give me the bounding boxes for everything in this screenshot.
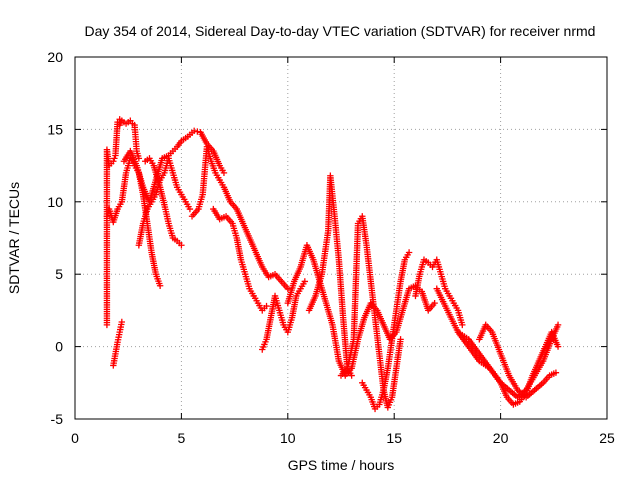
data-point [178,242,185,249]
data-point [554,321,562,329]
y-tick-label: -5 [51,411,64,427]
data-point [220,169,228,177]
x-tick-label: 10 [280,430,296,446]
data-point [118,318,126,326]
y-tick-label: 15 [47,121,63,137]
y-tick-label: 20 [47,49,63,65]
data-point [156,282,164,289]
x-tick-label: 5 [178,430,186,446]
y-tick-label: 5 [55,266,63,282]
data-point [554,343,562,350]
data-point [263,302,270,310]
plot-frame [74,56,608,420]
data-point [111,155,118,162]
data-point [194,128,201,135]
x-tick-label: 20 [493,430,509,446]
x-tick-label: 25 [599,430,615,446]
data-point [431,299,438,307]
x-tick-label: 0 [71,430,79,446]
data-point [348,372,355,379]
data-point [284,285,291,292]
data-point [459,321,466,329]
y-axis-label: SDTVAR / TECUs [6,182,22,294]
x-axis-label: GPS time / hours [288,457,395,473]
data-points [103,116,562,413]
data-point [186,205,194,213]
data-point [135,155,143,162]
chart-title: Day 354 of 2014, Sidereal Day-to-day VTE… [85,23,596,39]
y-tick-label: 0 [55,339,63,355]
tick-labels: 0 5 10 15 20 25 -5 0 5 10 15 20 [47,49,615,446]
data-point [405,249,413,256]
ticks [74,56,608,420]
y-tick-label: 10 [47,194,63,210]
data-point [190,127,198,135]
data-point [110,158,117,165]
data-point [301,278,309,285]
x-tick-label: 15 [386,430,402,446]
data-point [552,369,560,376]
data-point [397,336,404,343]
